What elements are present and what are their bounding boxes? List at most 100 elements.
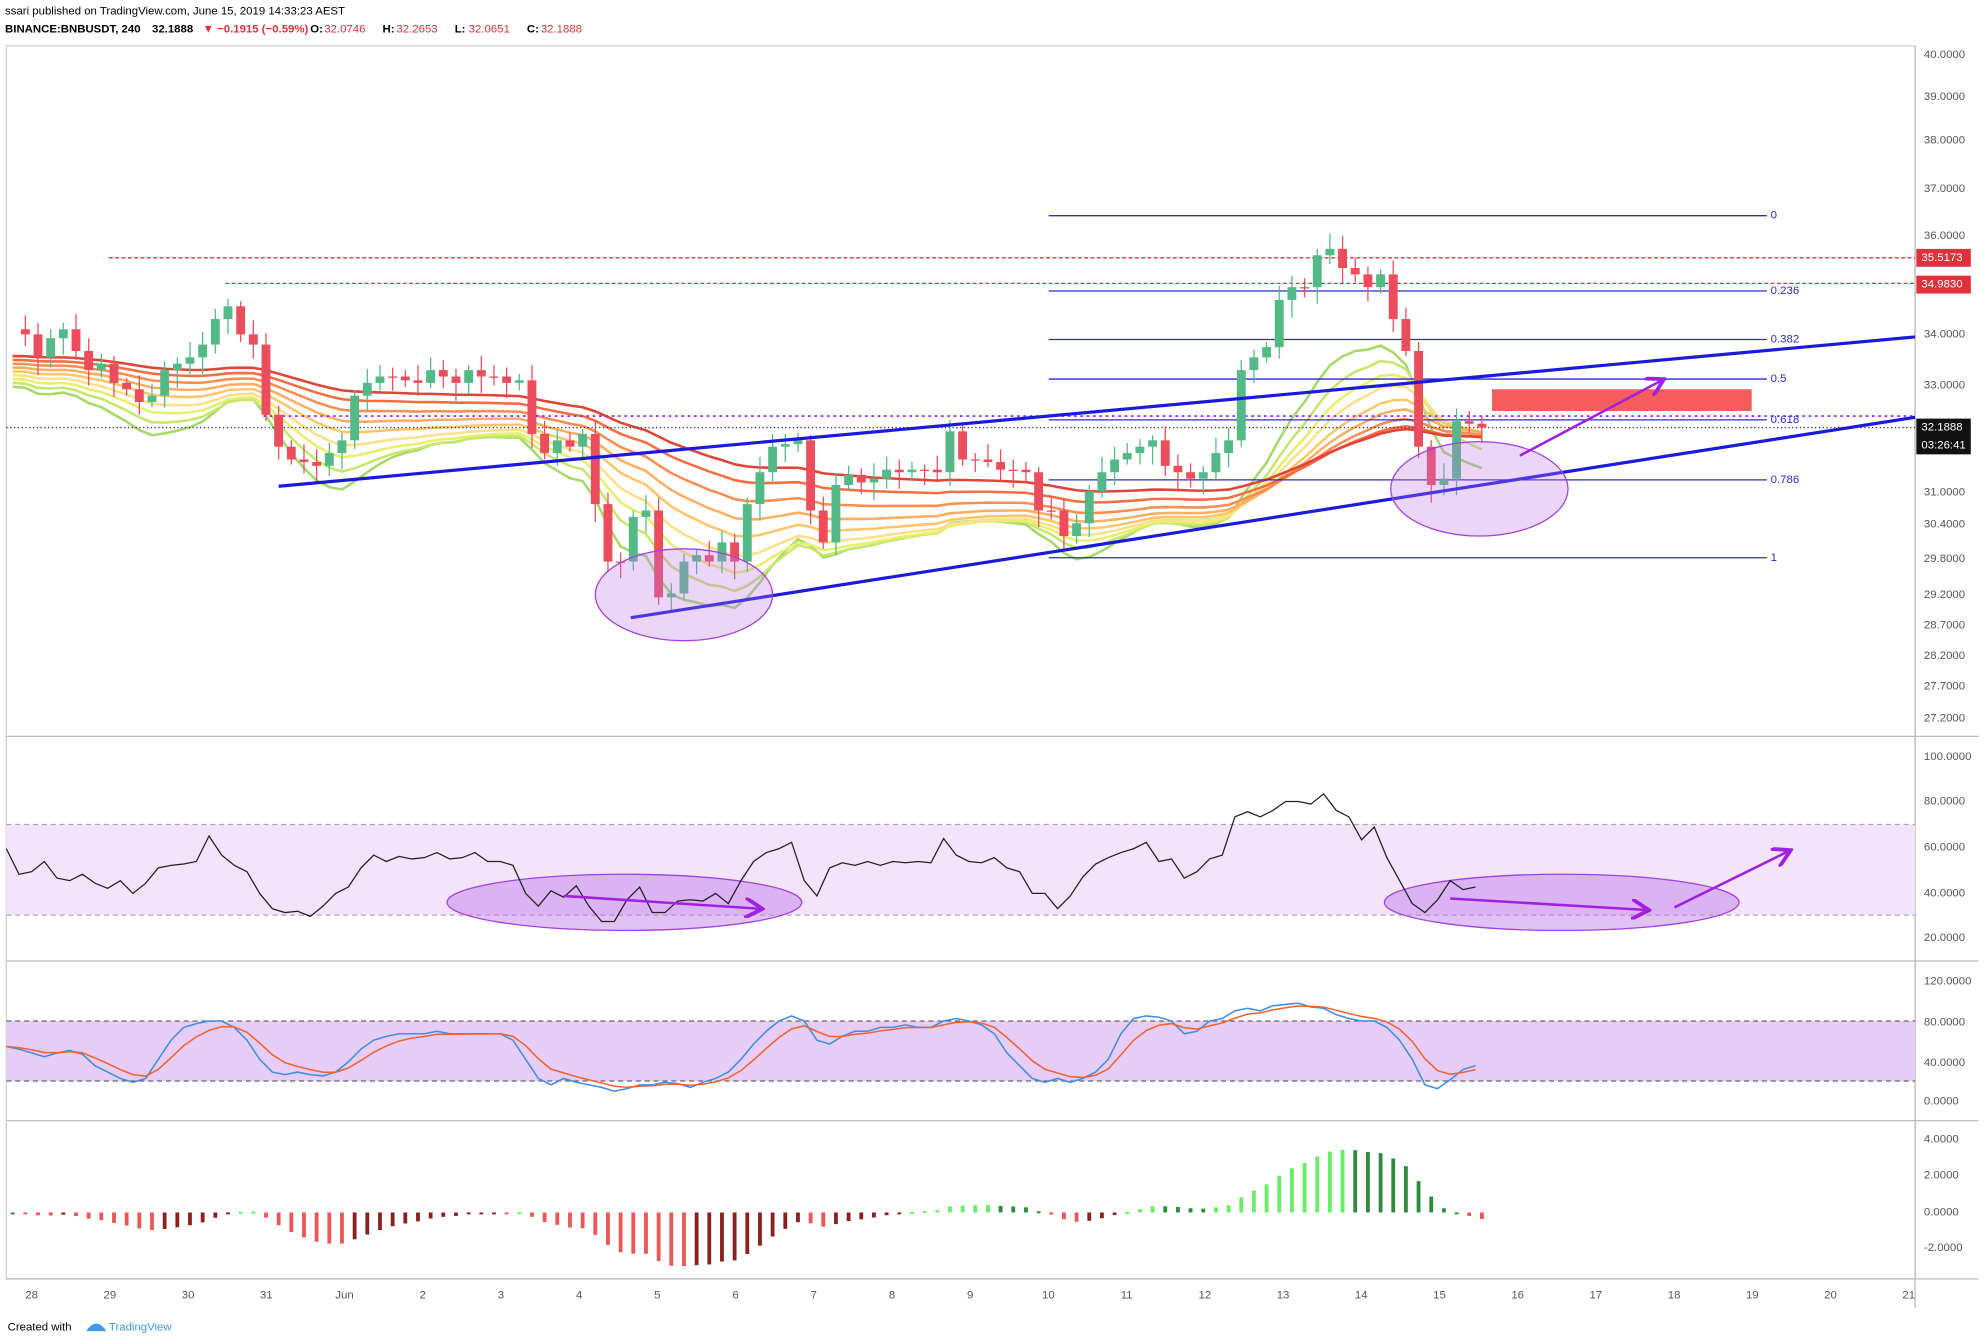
ohlc: O: 32.0746 H: 32.2653 L: 32.0651 C: 32.1888	[310, 23, 582, 35]
candle	[818, 510, 828, 543]
candle	[1287, 287, 1297, 300]
axes: 40.000039.000038.000037.000036.000034.00…	[25, 49, 1971, 1302]
macd-bar	[188, 1212, 192, 1226]
macd-bar	[1226, 1205, 1231, 1213]
candle	[1059, 510, 1069, 537]
macd-histogram	[10, 1150, 1484, 1267]
macd-bar	[1442, 1208, 1446, 1213]
candle	[1274, 299, 1284, 348]
macd-bar	[10, 1212, 15, 1215]
fib-label: 1	[1771, 552, 1777, 564]
candle	[1249, 357, 1259, 371]
macd-bar	[23, 1212, 28, 1215]
fib-label: 0.382	[1771, 333, 1800, 345]
macd-bar	[606, 1212, 610, 1245]
candle	[1262, 347, 1272, 358]
ohlc-value: 32.0651	[469, 23, 510, 35]
arrow	[563, 894, 760, 909]
ema	[12, 358, 1482, 504]
candle	[1186, 472, 1196, 479]
candle	[33, 334, 43, 358]
axis-label: 28.2000	[1924, 650, 1965, 662]
candle	[1084, 491, 1094, 524]
macd-bar	[238, 1211, 243, 1214]
macd-bar	[1188, 1208, 1193, 1213]
macd-bar	[200, 1212, 205, 1223]
stoch-band	[6, 1021, 1916, 1082]
macd-bar	[960, 1205, 965, 1213]
candle	[755, 472, 765, 505]
candle	[1477, 423, 1487, 428]
candle	[679, 561, 689, 594]
macd-bar	[846, 1212, 851, 1222]
candle	[514, 380, 524, 383]
last-price: 32.1888	[152, 23, 194, 35]
candle	[958, 431, 968, 460]
candle	[1173, 465, 1183, 473]
candle	[806, 440, 816, 511]
axis-label: 34.0000	[1924, 328, 1965, 340]
ema	[12, 362, 1483, 515]
highlight	[594, 548, 774, 642]
axis-label: 36.0000	[1924, 230, 1965, 242]
macd-bar	[935, 1210, 940, 1213]
publisher: ssari published on TradingView.com, June…	[5, 5, 345, 17]
macd-bar	[99, 1212, 104, 1221]
time-label: 8	[889, 1289, 895, 1301]
time-label: 19	[1746, 1289, 1759, 1301]
candle	[1135, 446, 1145, 454]
axis-label: 37.0000	[1924, 183, 1965, 195]
macd-bar	[1264, 1184, 1269, 1213]
time-label: 31	[260, 1289, 273, 1301]
symbol-line: BINANCE:BNBUSDT, 240 32.1888 ▼ −0.1915 (…	[5, 23, 308, 35]
candle	[147, 395, 157, 403]
macd-bar	[948, 1206, 952, 1213]
candle	[58, 329, 68, 339]
macd-bar	[365, 1212, 370, 1235]
macd-bar	[466, 1212, 471, 1215]
macd-bar	[1036, 1211, 1041, 1214]
macd-bar	[644, 1212, 648, 1254]
axis-label: 60.0000	[1924, 841, 1965, 853]
axis-label: 0.0000	[1924, 1206, 1959, 1218]
highlight	[1390, 440, 1569, 537]
candle	[983, 459, 993, 463]
candle	[628, 516, 638, 562]
price-tag	[1916, 275, 1971, 294]
candle	[1401, 319, 1411, 351]
macd-bar	[1087, 1212, 1092, 1221]
candle	[20, 329, 30, 335]
macd-bar	[479, 1212, 484, 1215]
candle	[1236, 370, 1246, 441]
time-label: 14	[1355, 1289, 1368, 1301]
macd-bar	[1112, 1212, 1117, 1216]
stoch-d	[6, 1005, 1476, 1089]
time-label: 10	[1042, 1289, 1055, 1301]
axis-label: 100.0000	[1924, 751, 1972, 763]
macd-bar	[150, 1212, 154, 1231]
candle	[704, 555, 714, 562]
candle	[654, 510, 664, 598]
ohlc-label: C:	[527, 23, 539, 35]
macd-bar	[783, 1212, 788, 1229]
macd-bar	[1074, 1212, 1079, 1222]
time-label: 13	[1277, 1289, 1290, 1301]
time-label: 18	[1668, 1289, 1681, 1301]
macd-bar	[1125, 1212, 1130, 1214]
ohlc-label: H:	[383, 23, 395, 35]
macd-bar	[454, 1212, 458, 1216]
axis-label: 30.4000	[1924, 519, 1965, 531]
axis-label: 29.8000	[1924, 553, 1965, 565]
macd-bar	[1302, 1162, 1307, 1213]
candle	[730, 542, 740, 562]
macd-bar	[821, 1212, 826, 1227]
macd-bar	[36, 1212, 40, 1216]
price-tag-label: 03:26:41	[1921, 439, 1965, 451]
candle	[692, 555, 702, 562]
time-label: Jun	[335, 1289, 353, 1301]
macd-bar	[884, 1212, 889, 1216]
candle	[274, 414, 284, 447]
macd-bar	[631, 1212, 636, 1254]
ema	[12, 354, 1482, 493]
axis-label: 120.0000	[1924, 975, 1972, 987]
